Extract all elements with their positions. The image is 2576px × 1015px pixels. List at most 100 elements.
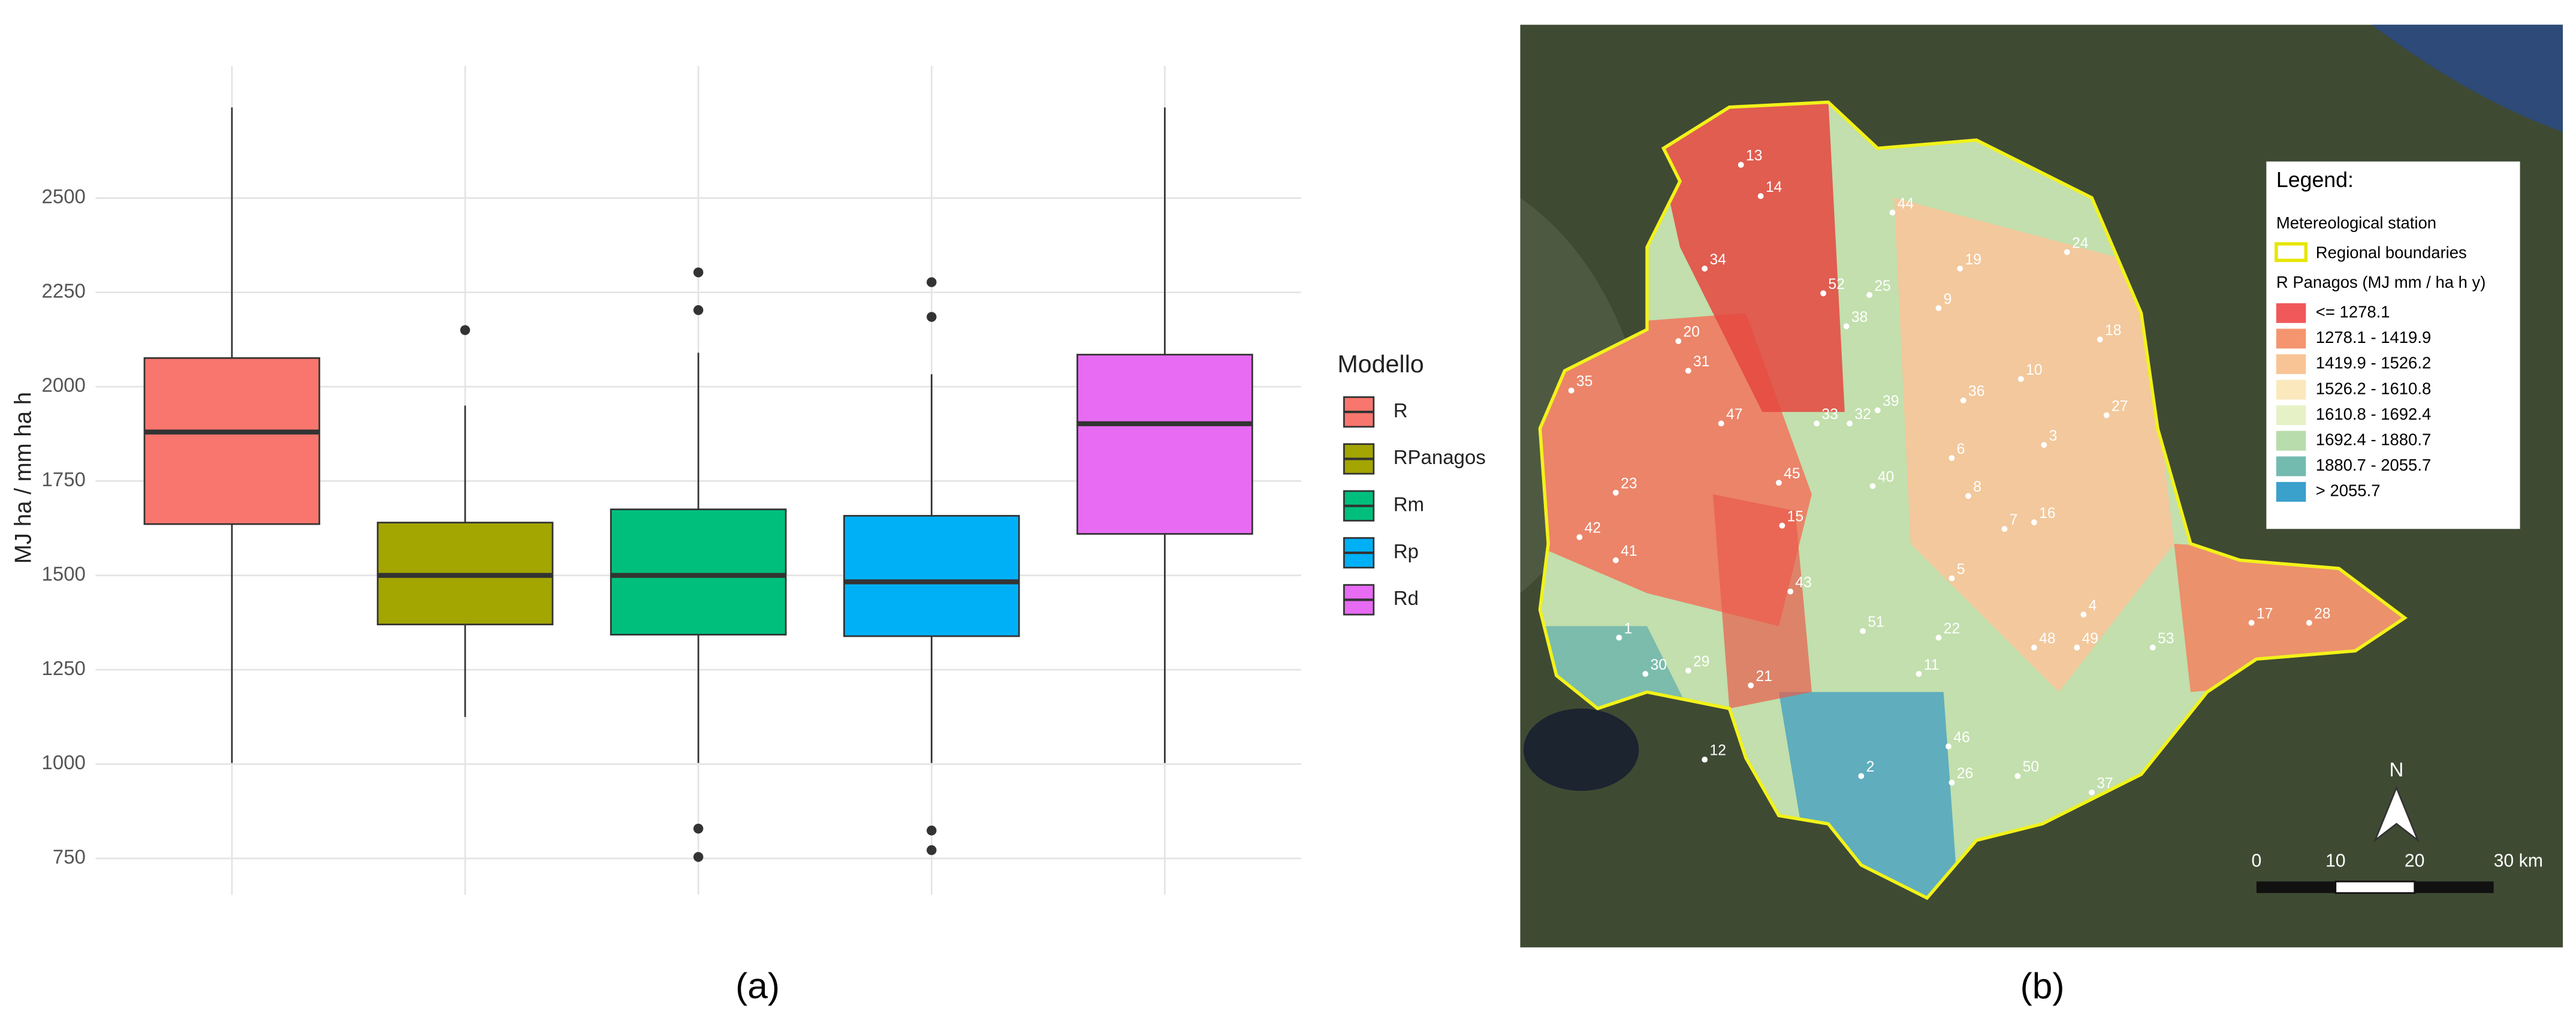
station-label: 19 bbox=[1965, 252, 1981, 268]
scale-labels: 0 10 20 30 km bbox=[2251, 851, 2542, 871]
legend-label: R bbox=[1393, 399, 1408, 421]
station-label: 26 bbox=[1957, 766, 1974, 782]
station-label: 42 bbox=[1585, 520, 1601, 537]
box bbox=[143, 357, 321, 525]
station-label: 51 bbox=[1868, 614, 1884, 630]
legend-label: Rp bbox=[1393, 540, 1419, 562]
scale-label: 10 bbox=[2325, 851, 2346, 871]
class-swatch bbox=[2276, 456, 2306, 477]
station-dot bbox=[1702, 757, 1708, 763]
map-legend bbox=[2266, 161, 2520, 529]
caption: (a) bbox=[735, 965, 780, 1006]
station-label: 22 bbox=[1944, 621, 1960, 637]
y-tick-label: 2500 bbox=[42, 185, 86, 207]
north-arrow bbox=[2373, 785, 2420, 843]
station-dot bbox=[1738, 161, 1744, 168]
station-label: 25 bbox=[1874, 278, 1891, 294]
station-label: 27 bbox=[2112, 398, 2128, 414]
station-dot bbox=[1957, 266, 1963, 272]
station-label: 11 bbox=[1924, 657, 1939, 673]
class-label: 1610.8 - 1692.4 bbox=[2316, 405, 2431, 423]
station-label: 14 bbox=[1766, 179, 1782, 195]
station-label: 3 bbox=[2049, 428, 2058, 444]
station-label: 36 bbox=[1968, 384, 1985, 400]
station-dot bbox=[1685, 667, 1691, 674]
station-label: 8 bbox=[1973, 479, 1981, 495]
station-dot bbox=[2149, 644, 2156, 651]
station-label: 23 bbox=[1621, 476, 1637, 492]
station-dot bbox=[1820, 290, 1827, 297]
map-legend-title: Legend: bbox=[2276, 168, 2354, 192]
station-label: 5 bbox=[1957, 561, 1965, 577]
station-label: 12 bbox=[1710, 743, 1726, 759]
station-dot bbox=[1675, 338, 1682, 344]
class-label: 1526.2 - 1610.8 bbox=[2316, 379, 2431, 397]
outlier bbox=[693, 823, 704, 834]
y-tick-label: 1750 bbox=[42, 468, 86, 490]
station-dot bbox=[2103, 412, 2110, 418]
station-dot bbox=[1757, 193, 1764, 200]
station-label: 34 bbox=[1710, 252, 1727, 268]
map-legend-boundary: Regional boundaries bbox=[2316, 243, 2467, 262]
station-label: 31 bbox=[1693, 354, 1710, 370]
station-label: 24 bbox=[2072, 235, 2089, 251]
station-label: 20 bbox=[1684, 324, 1700, 341]
class-swatch bbox=[2276, 430, 2306, 451]
station-dot bbox=[1775, 480, 1782, 486]
station-label: 52 bbox=[1828, 276, 1845, 293]
outlier bbox=[693, 267, 704, 278]
class-swatch bbox=[2276, 354, 2306, 374]
class-swatch bbox=[2276, 380, 2306, 400]
station-dot bbox=[1568, 387, 1574, 394]
class-label: > 2055.7 bbox=[2316, 481, 2381, 500]
station-label: 13 bbox=[1746, 148, 1763, 164]
class-label: 1692.4 - 1880.7 bbox=[2316, 430, 2431, 448]
station-dot bbox=[1787, 588, 1794, 595]
scale-label: 20 bbox=[2405, 851, 2425, 871]
station-label: 28 bbox=[2314, 606, 2331, 622]
station-dot bbox=[2097, 336, 2103, 343]
station-label: 46 bbox=[1953, 730, 1970, 746]
station-label: 37 bbox=[2097, 776, 2113, 792]
outlier bbox=[693, 852, 704, 862]
station-dot bbox=[1874, 407, 1881, 414]
station-dot bbox=[1948, 455, 1955, 462]
legend-title: Modello bbox=[1337, 350, 1423, 378]
station-dot bbox=[1748, 682, 1754, 689]
station-dot bbox=[1847, 420, 1853, 427]
class-label: 1419.9 - 1526.2 bbox=[2316, 354, 2431, 372]
station-dot bbox=[2306, 619, 2312, 626]
y-tick-label: 1250 bbox=[42, 657, 86, 679]
raster-zone bbox=[1647, 102, 1845, 412]
station-dot bbox=[2014, 773, 2021, 779]
station-label: 43 bbox=[1795, 574, 1812, 591]
station-dot bbox=[2001, 526, 2008, 532]
scale-bar bbox=[2334, 880, 2416, 894]
station-dot bbox=[2017, 376, 2024, 382]
outlier bbox=[927, 845, 937, 856]
station-dot bbox=[1843, 323, 1850, 330]
station-dot bbox=[1889, 209, 1896, 216]
station-label: 47 bbox=[1726, 406, 1743, 423]
station-dot bbox=[1702, 266, 1708, 272]
y-tick-label: 1500 bbox=[42, 562, 86, 585]
station-label: 9 bbox=[1944, 291, 1952, 308]
station-label: 6 bbox=[1957, 441, 1965, 457]
station-dot bbox=[1866, 292, 1873, 298]
station-dot bbox=[1685, 368, 1691, 374]
legend-label: RPanagos bbox=[1393, 446, 1486, 468]
station-dot bbox=[1935, 634, 1942, 641]
station-dot bbox=[1612, 489, 1619, 496]
station-dot bbox=[1965, 493, 1971, 499]
class-label: <= 1278.1 bbox=[2316, 302, 2390, 321]
station-dot bbox=[1935, 305, 1942, 311]
station-label: 33 bbox=[1821, 406, 1838, 423]
sea bbox=[2372, 25, 2563, 132]
station-dot bbox=[1718, 420, 1724, 427]
station-dot bbox=[1916, 671, 1922, 677]
station-label: 29 bbox=[1693, 653, 1710, 670]
lake bbox=[1523, 708, 1639, 791]
